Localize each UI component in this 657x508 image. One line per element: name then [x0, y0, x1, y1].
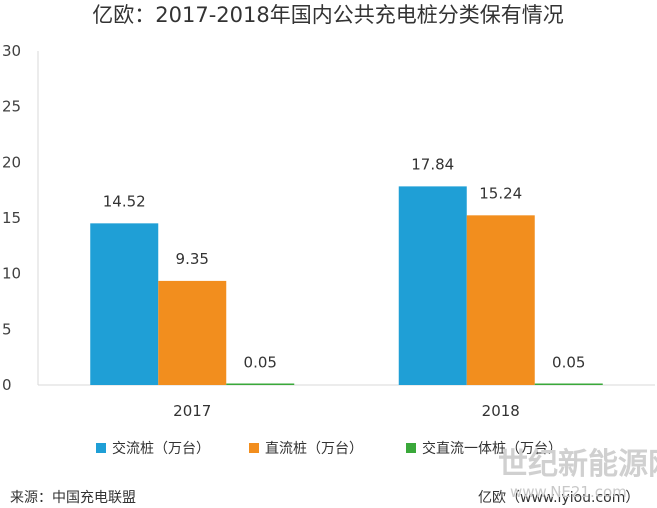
y-tick-label: 20: [2, 153, 21, 171]
bars: 14.52 9.35 0.05 17.84 15.24 0.05: [90, 155, 603, 385]
chart-title: 亿欧：2017-2018年国内公共充电桩分类保有情况: [92, 3, 563, 27]
x-tick-label: 2018: [482, 402, 520, 420]
data-label: 9.35: [176, 250, 209, 268]
data-label: 17.84: [411, 155, 454, 173]
y-tick-label: 15: [2, 209, 21, 227]
watermark-main: 世纪新能源网: [498, 447, 657, 482]
y-tick-label: 5: [2, 320, 12, 338]
data-label: 14.52: [103, 192, 146, 210]
legend-label: 交直流一体桩（万台）: [422, 440, 562, 457]
data-label: 0.05: [244, 353, 277, 371]
bar: [158, 280, 227, 385]
x-tick-label: 2017: [173, 402, 211, 420]
legend-label: 交流桩（万台）: [112, 440, 210, 457]
y-axis: 0 5 10 15 20 25 30: [2, 42, 39, 394]
y-tick-label: 25: [2, 98, 21, 116]
legend: 交流桩（万台） 直流桩（万台） 交直流一体桩（万台）: [96, 440, 562, 457]
bar: [226, 383, 295, 385]
bar: [466, 215, 535, 385]
y-tick-label: 30: [2, 42, 21, 60]
legend-swatch: [96, 443, 106, 453]
bar: [534, 383, 603, 385]
y-tick-label: 0: [2, 376, 12, 394]
y-tick-label: 10: [2, 265, 21, 283]
data-label: 0.05: [552, 353, 585, 371]
bar: [90, 223, 159, 385]
x-axis: 2017 2018: [38, 384, 655, 420]
watermark-sub: www.NE21.com: [510, 483, 627, 501]
legend-label: 直流桩（万台）: [265, 440, 363, 457]
legend-swatch: [406, 443, 416, 453]
credit-note: 亿欧（www.iyiou.com）: [478, 490, 639, 506]
bar: [398, 186, 467, 385]
data-label: 15.24: [479, 184, 522, 202]
source-note: 来源：中国充电联盟: [10, 490, 136, 506]
legend-swatch: [249, 443, 259, 453]
